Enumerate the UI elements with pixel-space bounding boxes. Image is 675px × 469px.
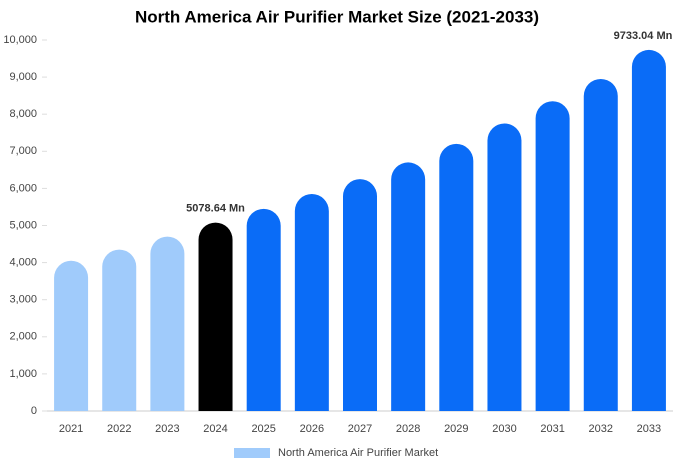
x-tick-label: 2027 — [348, 423, 372, 435]
value-label: 9733.04 Mn — [614, 30, 673, 42]
x-tick-label: 2021 — [59, 423, 83, 435]
y-tick-label: 3,000 — [9, 294, 37, 306]
bar — [343, 179, 377, 411]
y-tick-label: 4,000 — [9, 257, 37, 269]
bar — [391, 162, 426, 411]
bar — [631, 49, 666, 412]
bar — [246, 208, 281, 411]
bar — [294, 193, 329, 411]
y-tick-label: 0 — [31, 405, 37, 417]
x-tick-label: 2026 — [300, 423, 324, 435]
bar — [54, 260, 89, 411]
bar — [487, 123, 522, 412]
bar — [198, 222, 233, 411]
y-tick-label: 8,000 — [9, 108, 37, 120]
x-tick-label: 2022 — [107, 423, 131, 435]
y-tick-label: 10,000 — [3, 34, 37, 46]
x-tick-label: 2025 — [251, 423, 275, 435]
x-tick-label: 2031 — [540, 423, 564, 435]
y-tick-label: 5,000 — [9, 219, 37, 231]
x-tick-label: 2028 — [396, 423, 420, 435]
x-tick-label: 2030 — [492, 423, 516, 435]
bar — [439, 143, 474, 411]
x-tick-label: 2029 — [444, 423, 468, 435]
y-tick-label: 6,000 — [9, 182, 37, 194]
legend-label: North America Air Purifier Market — [278, 447, 438, 459]
bar — [102, 249, 137, 411]
bar — [150, 236, 185, 411]
value-label: 5078.64 Mn — [186, 202, 245, 214]
y-tick-label: 7,000 — [9, 145, 37, 157]
x-tick-label: 2024 — [203, 423, 227, 435]
legend-swatch — [234, 448, 270, 458]
bar — [535, 101, 570, 412]
y-tick-label: 1,000 — [9, 368, 37, 380]
x-tick-label: 2033 — [637, 423, 661, 435]
x-tick-label: 2023 — [155, 423, 179, 435]
bar — [583, 78, 618, 411]
y-tick-label: 2,000 — [9, 331, 37, 343]
y-tick-label: 9,000 — [9, 71, 37, 83]
x-tick-label: 2032 — [589, 423, 613, 435]
chart-title: North America Air Purifier Market Size (… — [135, 7, 539, 26]
